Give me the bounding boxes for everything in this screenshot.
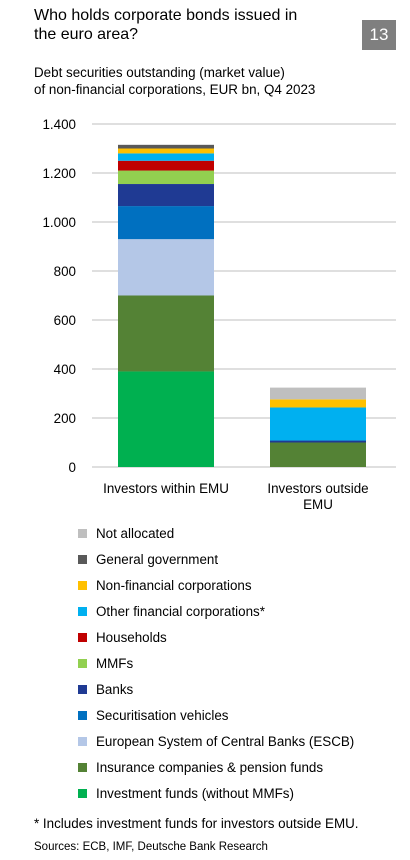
bar-segment — [118, 295, 214, 372]
legend-item: General government — [78, 546, 354, 572]
subtitle-line-1: Debt securities outstanding (market valu… — [34, 65, 285, 80]
x-axis-labels: Investors within EMU Investors outside EMU — [103, 481, 369, 512]
y-tick-label: 1.400 — [42, 117, 76, 132]
bar-segment — [118, 148, 214, 154]
legend-swatch — [78, 788, 87, 798]
bar-segment — [118, 170, 214, 185]
legend-label: General government — [96, 551, 219, 567]
legend-item: Other financial corporations* — [78, 598, 354, 624]
legend-label: Other financial corporations* — [96, 603, 265, 619]
y-tick-label: 0 — [69, 460, 76, 475]
legend-swatch — [78, 710, 87, 720]
x-axis-category-label: Investors within EMU — [103, 481, 229, 496]
bar-segment — [270, 399, 366, 408]
bar-segment — [118, 371, 214, 467]
y-tick-label: 800 — [54, 264, 76, 279]
y-tick-label: 200 — [54, 411, 76, 426]
legend-item: Securitisation vehicles — [78, 702, 354, 728]
bar-segment — [118, 153, 214, 161]
bar-segment — [270, 387, 366, 400]
bar-segment — [270, 440, 366, 443]
legend-label: European System of Central Banks (ESCB) — [96, 733, 355, 749]
legend-item: Banks — [78, 676, 354, 702]
legend-item: Insurance companies & pension funds — [78, 754, 354, 780]
legend-label: Investment funds (without MMFs) — [96, 785, 294, 801]
y-tick-label: 600 — [54, 313, 76, 328]
y-axis-ticks: 0 200 400 600 800 1.000 1.200 1.400 — [42, 117, 76, 475]
bar-segment — [270, 442, 366, 467]
legend-label: Households — [96, 629, 167, 645]
x-axis-category-label: Investors outside EMU — [267, 481, 368, 512]
legend-swatch — [78, 554, 87, 564]
legend-swatch — [78, 762, 87, 772]
legend-swatch — [78, 606, 87, 616]
legend-swatch — [78, 528, 87, 538]
legend-item: Investment funds (without MMFs) — [78, 780, 354, 806]
sources: Sources: ECB, IMF, Deutsche Bank Researc… — [34, 841, 268, 853]
legend-label: Non-financial corporations — [96, 577, 252, 593]
legend-item: MMFs — [78, 650, 354, 676]
legend-swatch — [78, 736, 87, 746]
legend-label: MMFs — [96, 655, 134, 671]
legend-swatch — [78, 658, 87, 668]
legend-label: Insurance companies & pension funds — [96, 759, 324, 775]
chart-title: Who holds corporate bonds issued in the … — [34, 6, 334, 44]
legend-label: Securitisation vehicles — [96, 707, 229, 723]
bar-segment — [118, 160, 214, 171]
y-tick-label: 1.200 — [42, 166, 76, 181]
legend-item: Households — [78, 624, 354, 650]
stacked-bar-chart: 0 200 400 600 800 1.000 1.200 1.400 Investors w… — [42, 117, 396, 512]
chart-number-badge: 13 — [362, 20, 396, 50]
chart-subtitle: Debt securities outstanding (market valu… — [34, 64, 394, 98]
footnote: * Includes investment funds for investor… — [34, 816, 359, 831]
bar-segment — [118, 144, 214, 149]
bar-segment — [118, 184, 214, 207]
legend-label: Banks — [96, 681, 134, 697]
y-tick-label: 400 — [54, 362, 76, 377]
y-tick-label: 1.000 — [42, 215, 76, 230]
title-line-1: Who holds corporate bonds issued in — [34, 7, 298, 24]
legend-swatch — [78, 580, 87, 590]
legend-swatch — [78, 632, 87, 642]
title-line-2: the euro area? — [34, 26, 139, 43]
legend: Not allocated General government Non-finan… — [78, 520, 354, 806]
legend-item: Non-financial corporations — [78, 572, 354, 598]
legend-swatch — [78, 684, 87, 694]
legend-label: Not allocated — [96, 525, 175, 541]
legend-item: European System of Central Banks (ESCB) — [78, 728, 354, 754]
legend-item: Not allocated — [78, 520, 354, 546]
bar-segment — [118, 206, 214, 240]
bar-segment — [270, 407, 366, 441]
subtitle-line-2: of non-financial corporations, EUR bn, Q… — [34, 82, 316, 97]
bars — [118, 144, 366, 467]
bar-segment — [118, 239, 214, 296]
